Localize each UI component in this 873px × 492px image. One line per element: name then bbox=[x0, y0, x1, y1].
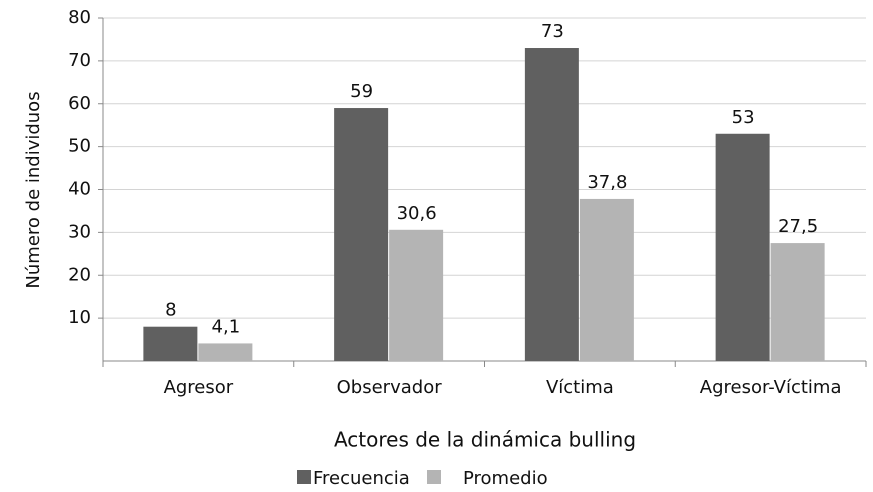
x-axis-label: Actores de la dinámica bulling bbox=[334, 428, 636, 452]
x-tick-label: Observador bbox=[337, 377, 443, 398]
data-label: 59 bbox=[350, 81, 373, 102]
legend-label: Frecuencia bbox=[313, 468, 410, 489]
y-tick-label: 10 bbox=[68, 307, 91, 328]
data-label: 53 bbox=[732, 107, 755, 128]
y-tick-label: 70 bbox=[68, 50, 91, 71]
data-label: 30,6 bbox=[397, 203, 437, 224]
y-tick-label: 80 bbox=[68, 7, 91, 28]
bar bbox=[524, 48, 579, 361]
data-label: 37,8 bbox=[587, 172, 627, 193]
y-tick-label: 60 bbox=[68, 93, 91, 114]
bar bbox=[579, 198, 634, 361]
y-tick-label: 50 bbox=[68, 136, 91, 157]
bar bbox=[143, 326, 198, 361]
bar bbox=[334, 108, 389, 361]
legend-swatch bbox=[297, 470, 311, 484]
x-tick-label: Agresor-Víctima bbox=[700, 377, 842, 398]
data-label: 27,5 bbox=[778, 216, 818, 237]
y-tick-label: 20 bbox=[68, 264, 91, 285]
data-label: 73 bbox=[541, 21, 564, 42]
y-axis-label: Número de individuos bbox=[23, 91, 44, 288]
y-tick-label: 30 bbox=[68, 221, 91, 242]
bar bbox=[198, 343, 253, 361]
bar bbox=[770, 243, 825, 361]
x-tick-label: Agresor bbox=[164, 377, 234, 398]
legend-label: Promedio bbox=[463, 468, 548, 489]
legend-swatch bbox=[427, 470, 441, 484]
bar bbox=[389, 229, 444, 361]
bar bbox=[715, 133, 770, 361]
y-tick-label: 40 bbox=[68, 179, 91, 200]
data-label: 4,1 bbox=[212, 316, 241, 337]
data-label: 8 bbox=[165, 300, 176, 321]
x-tick-label: Víctima bbox=[546, 377, 614, 398]
